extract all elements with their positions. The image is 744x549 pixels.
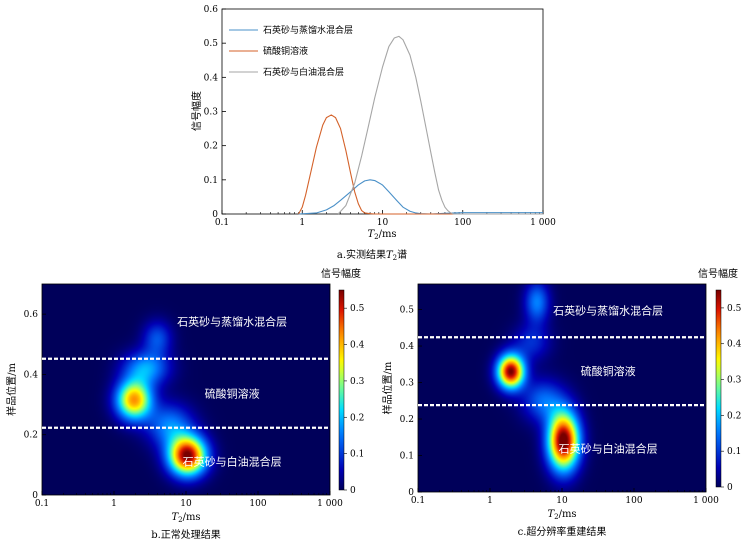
region-label: 石英砂与蒸馏水混合层	[553, 304, 663, 318]
x-tick-label: 100	[249, 499, 266, 509]
y-tick-label: 0	[212, 210, 218, 220]
colorbar-tick-label: 0.5	[350, 304, 365, 314]
colorbar-tick-label: 0.1	[727, 447, 741, 457]
colorbar-tick-label: 0	[727, 483, 733, 493]
y-axis-label: 信号幅度	[190, 91, 203, 131]
x-tick-label: 0.1	[35, 499, 49, 509]
region-label: 石英砂与白油混合层	[183, 454, 282, 468]
y-tick-label: 0.3	[204, 108, 219, 118]
y-tick-label: 0.1	[400, 452, 414, 462]
colorbar	[715, 289, 722, 488]
panel-a-line-chart: 00.10.20.30.40.50.60.1 1 10 100 1 000石英砂与蒸馏水…	[190, 5, 556, 262]
panel-c-heatmap: 00.10.20.30.40.50.1 1 10 100 1 000石英砂与蒸馏水混合层…	[381, 267, 742, 538]
heatmap-image	[42, 284, 330, 495]
y-tick-label: 0	[32, 491, 38, 501]
y-tick-label: 0	[408, 488, 414, 498]
chart-caption: a.实测结果T2谱	[337, 248, 407, 262]
y-tick-label: 0.5	[400, 306, 415, 316]
x-tick-label: 1 000	[317, 499, 343, 509]
colorbar-tick-label: 0.3	[350, 377, 365, 387]
y-tick-label: 0.6	[24, 310, 39, 320]
y-tick-label: 0.4	[400, 342, 415, 352]
heatmap-image	[418, 284, 706, 492]
x-tick-label: 1	[487, 496, 493, 506]
y-tick-label: 0.2	[204, 142, 218, 152]
colorbar-title: 信号幅度	[321, 267, 361, 280]
y-tick-label: 0.5	[204, 39, 219, 49]
x-tick-label: 10	[377, 218, 389, 228]
y-axis-label: 样品位置/m	[381, 361, 394, 414]
colorbar-tick-label: 0.2	[350, 413, 364, 423]
plot-frame	[221, 8, 544, 215]
x-tick-label: 10	[556, 496, 568, 506]
colorbar-tick-label: 0.2	[727, 411, 741, 421]
y-tick-label: 0.2	[24, 431, 38, 441]
colorbar-tick-label: 0.1	[350, 450, 364, 460]
y-tick-label: 0.3	[400, 379, 415, 389]
x-tick-label: 10	[180, 499, 192, 509]
region-label: 石英砂与蒸馏水混合层	[177, 314, 287, 328]
region-label: 硫酸铜溶液	[205, 386, 260, 400]
x-tick-label: 100	[454, 218, 471, 228]
x-axis-label: T2/ms	[547, 509, 576, 521]
colorbar-tick-label: 0.3	[727, 376, 742, 386]
colorbar-tick-label: 0.4	[350, 341, 365, 351]
chart-caption: c.超分辨率重建结果	[518, 525, 607, 538]
y-tick-label: 0.4	[24, 370, 39, 380]
y-axis-label: 样品位置/m	[5, 363, 18, 416]
x-tick-label: 1 000	[693, 496, 719, 506]
legend-entry: 硫酸铜溶液	[263, 45, 308, 57]
y-tick-label: 0.1	[204, 176, 218, 186]
x-tick-label: 1	[299, 218, 305, 228]
colorbar	[338, 289, 345, 491]
colorbar-tick-label: 0.4	[727, 340, 742, 350]
series-line-2	[298, 114, 543, 215]
x-tick-label: 0.1	[411, 496, 425, 506]
chart-caption: b.正常处理结果	[151, 528, 221, 541]
colorbar-tick-label: 0.5	[727, 304, 742, 314]
colorbar-title: 信号幅度	[698, 267, 738, 280]
region-label: 石英砂与白油混合层	[559, 442, 658, 456]
series-line-1	[298, 179, 543, 215]
legend-entry: 石英砂与白油混合层	[263, 66, 344, 78]
x-tick-label: 0.1	[215, 218, 229, 228]
y-tick-label: 0.2	[400, 415, 414, 425]
x-tick-label: 1 000	[530, 218, 556, 228]
x-axis-label: T2/ms	[171, 512, 200, 524]
series-line-3	[337, 35, 543, 215]
colorbar-tick-label: 0	[350, 486, 356, 496]
y-tick-label: 0.6	[204, 5, 219, 15]
panel-b-heatmap: 0 0.2 0.4 0.6 0.1 1 10 100 1 000 石英砂与蒸馏水混合层硫酸铜溶液石…	[5, 267, 365, 541]
x-tick-label: 1	[111, 499, 117, 509]
x-axis-label: T2/ms	[367, 229, 396, 241]
region-label: 硫酸铜溶液	[581, 364, 636, 378]
legend-entry: 石英砂与蒸馏水混合层	[263, 24, 353, 36]
x-tick-label: 100	[625, 496, 642, 506]
y-tick-label: 0.4	[204, 73, 219, 83]
